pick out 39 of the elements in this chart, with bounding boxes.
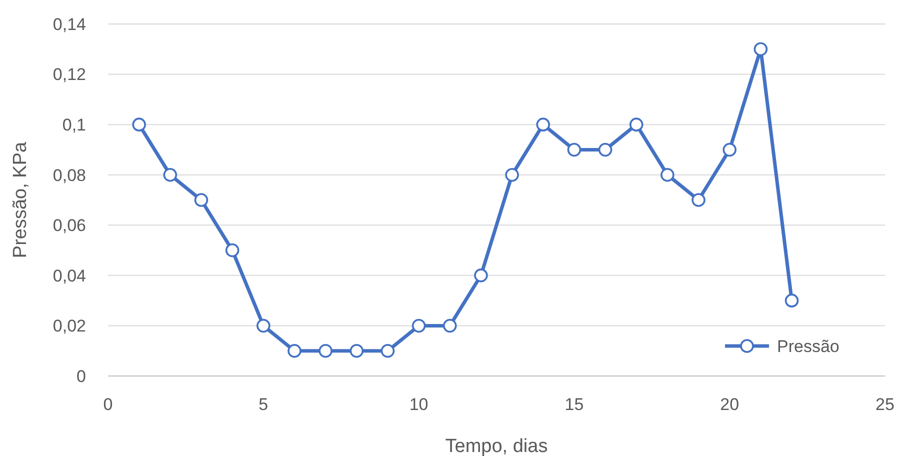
y-tick-label: 0,14 [52, 14, 86, 34]
point [442, 318, 457, 333]
point [784, 294, 799, 308]
point [288, 344, 302, 358]
point [629, 118, 644, 132]
legend-label: Pressão [777, 336, 840, 356]
y-tick-label: 0,1 [62, 116, 86, 135]
x-tick-label: 10 [409, 395, 428, 414]
x-tick-label: 20 [720, 395, 740, 414]
point [350, 344, 364, 358]
point [318, 344, 332, 358]
x-tick-label: 25 [876, 395, 894, 414]
y-axis-title: Pressão, KPa [10, 141, 31, 258]
x-axis-title: Tempo, dias [445, 436, 548, 456]
point [194, 193, 208, 207]
point [692, 193, 706, 207]
point [256, 318, 270, 333]
point [598, 142, 612, 157]
point [412, 318, 426, 333]
point [163, 168, 178, 182]
point [754, 42, 768, 56]
point [225, 243, 240, 258]
point [536, 118, 550, 132]
y-tick-label: 0,12 [52, 65, 86, 84]
point [567, 142, 582, 157]
point [505, 168, 519, 182]
y-tick-label: 0,02 [52, 316, 86, 336]
x-tick-label: 0 [103, 395, 113, 414]
point [132, 118, 146, 132]
y-tick-label: 0,04 [52, 266, 86, 286]
x-tick-label: 15 [564, 395, 584, 414]
point [660, 168, 674, 182]
point [380, 344, 395, 358]
point [722, 142, 736, 157]
y-tick-label: 0,06 [52, 216, 86, 236]
y-tick-label: 0,08 [52, 166, 86, 185]
y-tick-label: 0 [76, 366, 86, 386]
x-tick-label: 5 [258, 395, 268, 414]
point [474, 268, 488, 282]
